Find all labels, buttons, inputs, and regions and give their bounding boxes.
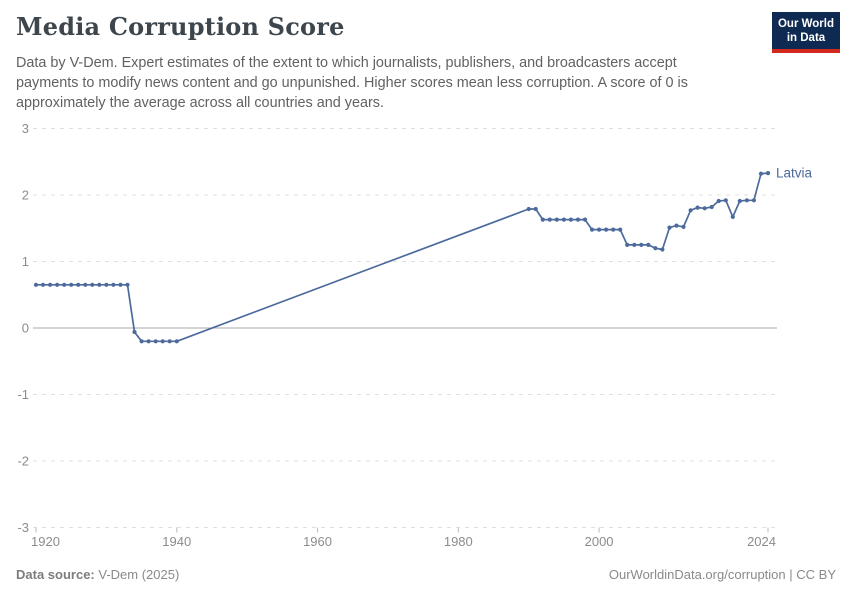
data-point xyxy=(153,339,158,344)
data-point xyxy=(90,282,95,287)
data-point xyxy=(83,282,88,287)
x-axis-label: 1940 xyxy=(162,534,191,549)
data-point xyxy=(765,171,771,176)
data-point xyxy=(618,227,623,232)
data-point xyxy=(55,282,60,287)
data-point xyxy=(104,282,109,287)
data-point xyxy=(582,217,588,222)
x-axis-label: 1980 xyxy=(444,534,473,549)
data-point xyxy=(660,247,665,252)
data-point xyxy=(40,282,46,287)
data-point xyxy=(611,227,616,232)
data-point xyxy=(653,246,658,251)
x-axis-label: 1960 xyxy=(303,534,332,549)
data-point xyxy=(526,206,531,212)
y-axis-label: -3 xyxy=(17,520,29,535)
series-label-latvia[interactable]: Latvia xyxy=(776,166,813,181)
data-point xyxy=(674,223,679,228)
attribution-link[interactable]: OurWorldinData.org/corruption xyxy=(608,567,786,582)
data-point xyxy=(174,339,179,344)
y-axis-label: -1 xyxy=(17,387,29,402)
data-point xyxy=(540,217,545,222)
data-point xyxy=(568,217,574,222)
data-point xyxy=(132,329,137,335)
y-axis-label: 0 xyxy=(22,321,29,336)
data-point xyxy=(139,339,144,344)
data-point xyxy=(575,217,581,222)
data-point xyxy=(160,339,165,344)
license-label: | CC BY xyxy=(785,567,836,582)
data-point xyxy=(702,206,707,211)
data-point xyxy=(547,217,552,222)
data-point xyxy=(125,282,130,287)
page-title: Media Corruption Score xyxy=(16,12,345,41)
data-point xyxy=(597,227,602,232)
data-point xyxy=(646,242,651,247)
logo-line1: Our World xyxy=(777,18,834,30)
attribution: OurWorldinData.org/corruption | CC BY xyxy=(609,567,836,582)
logo-line2: in Data xyxy=(786,32,826,44)
data-point xyxy=(118,282,123,287)
y-axis-label: 1 xyxy=(22,254,29,269)
data-point xyxy=(688,208,693,213)
x-axis-label: 2024 xyxy=(747,534,776,549)
data-point xyxy=(167,339,172,344)
data-point xyxy=(695,205,700,210)
data-point xyxy=(744,198,750,203)
data-point xyxy=(69,282,74,287)
data-point xyxy=(681,224,686,229)
chart-footer: Data source: V-Dem (2025) OurWorldinData… xyxy=(16,567,836,582)
data-point xyxy=(667,225,672,230)
y-axis-label: 2 xyxy=(22,188,29,203)
data-point xyxy=(751,198,757,203)
y-axis-label: 3 xyxy=(22,121,29,136)
series-line-latvia xyxy=(36,172,769,343)
data-point xyxy=(716,198,721,204)
y-axis-label: -2 xyxy=(17,454,29,469)
data-point xyxy=(758,171,764,176)
data-point xyxy=(604,227,609,232)
data-point xyxy=(62,282,67,287)
data-point xyxy=(33,282,39,287)
data-source: Data source: V-Dem (2025) xyxy=(16,567,179,582)
data-point xyxy=(737,198,742,204)
chart-subtitle: Data by V-Dem. Expert estimates of the e… xyxy=(16,55,688,111)
data-point xyxy=(146,339,151,344)
x-axis-label: 1920 xyxy=(31,534,60,549)
data-point xyxy=(554,217,559,222)
data-point xyxy=(625,242,630,247)
data-source-label: Data source: xyxy=(16,567,95,582)
data-point xyxy=(632,242,637,247)
data-point xyxy=(76,282,81,287)
owid-logo[interactable]: Our World in Data xyxy=(772,12,840,53)
data-point xyxy=(111,282,116,287)
data-point xyxy=(709,204,714,210)
x-axis-label: 2000 xyxy=(585,534,614,549)
data-point xyxy=(48,282,53,287)
data-source-value: V-Dem (2025) xyxy=(94,567,180,582)
data-point xyxy=(723,198,728,203)
data-point xyxy=(533,206,538,212)
data-point xyxy=(589,227,595,232)
data-point xyxy=(561,217,567,222)
data-point xyxy=(639,242,644,247)
data-point xyxy=(730,214,735,219)
data-point xyxy=(97,282,102,287)
